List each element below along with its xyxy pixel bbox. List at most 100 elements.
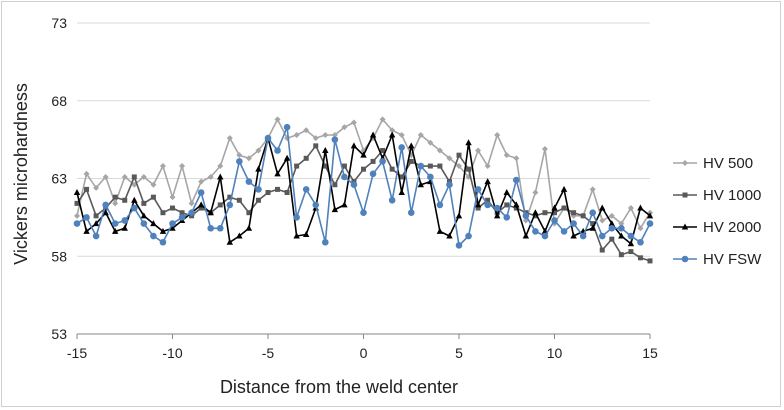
- legend-label: HV 2000: [703, 219, 761, 236]
- legend-label: HV 500: [703, 155, 753, 172]
- data-point: [169, 224, 176, 231]
- data-point: [150, 194, 156, 200]
- legend-item-hv-500: HV 500: [673, 155, 753, 172]
- data-point: [398, 131, 405, 138]
- y-tick-label: 73: [51, 15, 67, 31]
- data-point: [589, 209, 596, 217]
- data-point: [474, 186, 482, 193]
- data-point: [504, 202, 510, 208]
- data-point: [522, 212, 530, 220]
- x-tick-label: 15: [642, 345, 658, 361]
- data-point: [637, 255, 643, 261]
- data-point: [608, 220, 615, 227]
- legend-item-hv-2000: HV 2000: [673, 219, 761, 236]
- data-point: [455, 212, 463, 219]
- data-point: [302, 186, 310, 193]
- data-point: [682, 192, 688, 198]
- series-hv-fsw: [73, 123, 654, 249]
- data-point: [303, 155, 309, 161]
- data-point: [436, 147, 443, 154]
- data-point: [388, 196, 396, 204]
- data-point: [341, 163, 347, 169]
- data-point: [389, 127, 396, 134]
- data-point: [474, 201, 482, 208]
- data-point: [513, 176, 520, 184]
- x-tick-label: 5: [455, 345, 463, 361]
- data-point: [560, 228, 568, 235]
- data-point: [570, 220, 577, 227]
- data-point: [627, 240, 635, 247]
- data-point: [73, 188, 81, 195]
- data-point: [341, 173, 348, 181]
- data-point: [590, 221, 596, 227]
- data-point: [618, 220, 625, 227]
- data-point: [169, 220, 176, 227]
- data-point: [294, 163, 300, 169]
- y-axis-title: Vickers microhardness: [11, 83, 31, 265]
- data-point: [580, 213, 586, 219]
- data-point: [197, 201, 205, 208]
- data-point: [159, 238, 167, 246]
- data-point: [150, 181, 157, 188]
- data-point: [408, 158, 414, 164]
- data-point: [436, 227, 444, 234]
- legend-label: HV FSW: [703, 251, 762, 268]
- data-point: [121, 217, 129, 224]
- data-point: [293, 131, 300, 138]
- data-point: [446, 181, 453, 189]
- data-point: [246, 210, 252, 216]
- data-point: [485, 197, 491, 203]
- data-point: [513, 205, 519, 211]
- data-point: [179, 163, 186, 170]
- data-point: [551, 217, 558, 224]
- x-tick-label: -10: [162, 345, 182, 361]
- data-point: [73, 220, 81, 227]
- data-point: [561, 205, 567, 211]
- data-point: [599, 247, 605, 253]
- data-point: [207, 224, 214, 232]
- data-point: [389, 166, 395, 172]
- data-point: [503, 214, 511, 221]
- gridlines: [77, 22, 650, 257]
- data-point: [551, 204, 558, 211]
- data-point: [150, 232, 157, 240]
- data-point: [618, 224, 625, 232]
- data-point: [484, 163, 491, 170]
- data-point: [264, 134, 272, 142]
- y-tick-label: 58: [51, 248, 67, 264]
- data-point: [437, 163, 443, 169]
- data-point: [532, 209, 539, 216]
- x-tick-label: 0: [360, 345, 368, 361]
- data-point: [255, 186, 262, 193]
- data-point: [312, 135, 319, 142]
- data-point: [427, 173, 434, 181]
- data-point: [322, 238, 329, 246]
- data-point: [283, 154, 291, 161]
- data-point: [608, 224, 616, 232]
- data-point: [681, 223, 689, 230]
- data-point: [446, 155, 453, 162]
- data-point: [112, 194, 118, 200]
- data-point: [369, 170, 377, 178]
- data-point: [503, 152, 510, 159]
- data-point: [274, 116, 281, 123]
- data-point: [197, 189, 205, 196]
- data-point: [140, 220, 148, 227]
- data-point: [245, 155, 252, 162]
- data-point: [322, 131, 329, 138]
- data-point: [532, 189, 539, 196]
- data-point: [682, 160, 688, 166]
- data-point: [140, 212, 148, 219]
- data-point: [83, 214, 90, 221]
- data-point: [131, 196, 138, 203]
- data-point: [274, 147, 281, 154]
- data-point: [646, 220, 654, 227]
- data-point: [465, 139, 472, 146]
- data-point: [312, 201, 320, 209]
- data-point: [417, 181, 424, 188]
- data-point: [275, 186, 281, 192]
- data-point: [350, 181, 358, 189]
- data-point: [93, 184, 100, 191]
- data-point: [313, 143, 319, 149]
